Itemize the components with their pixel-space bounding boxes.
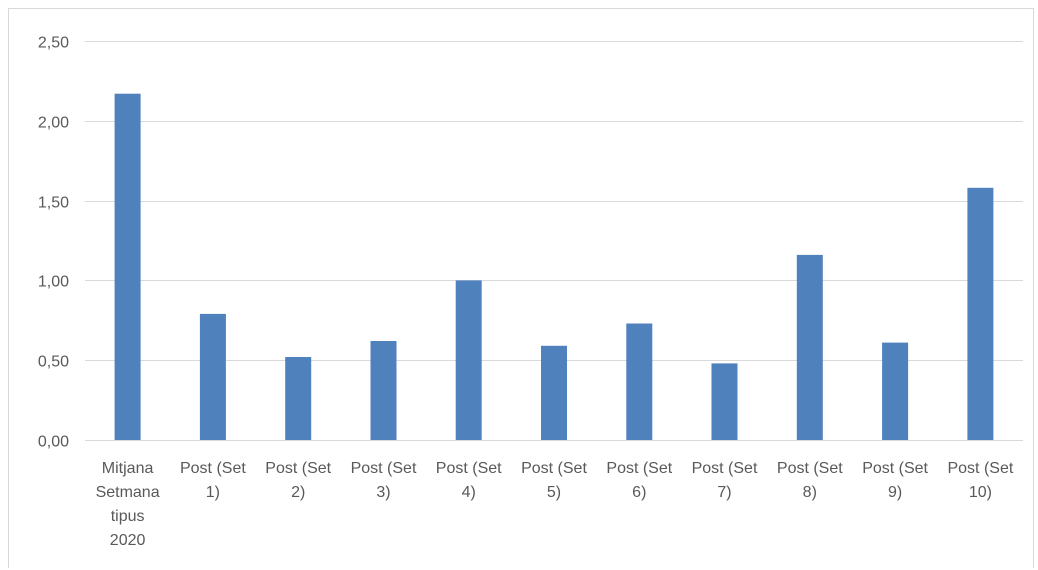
y-tick-label: 2,00 (38, 115, 69, 132)
x-tick-label: Post (Set 5) (521, 460, 587, 501)
bar-chart: 0,00 0,50 1,00 1,50 2,00 2,50 Mitjana Setmana t… (38, 35, 1023, 549)
bar (626, 323, 653, 440)
bar (711, 363, 738, 440)
x-tick-label: Post (Set 3) (351, 460, 417, 501)
bar (370, 341, 397, 440)
x-tick-label: Mitjana Setmana tipus 2020 (96, 460, 160, 549)
x-tick-label: Post (Set 2) (265, 460, 331, 501)
y-axis-tick-labels: 0,00 0,50 1,00 1,50 2,00 2,50 (38, 35, 69, 451)
bar (796, 254, 823, 440)
x-tick-label: Post (Set 8) (777, 460, 843, 501)
x-tick-label: Post (Set 6) (606, 460, 672, 501)
bar (455, 280, 482, 440)
bars (114, 93, 994, 440)
y-tick-label: 0,00 (38, 434, 69, 451)
bar (541, 345, 567, 440)
x-tick-label: Post (Set 10) (947, 460, 1013, 501)
bar (882, 342, 909, 440)
x-tick-label: Post (Set 9) (862, 460, 928, 501)
x-tick-label: Post (Set 4) (436, 460, 502, 501)
y-tick-label: 1,50 (38, 195, 69, 212)
bar (285, 357, 312, 440)
y-tick-label: 2,50 (38, 35, 69, 52)
bar (967, 187, 994, 440)
x-tick-label: Post (Set 1) (180, 460, 246, 501)
bar (114, 93, 141, 440)
y-tick-label: 0,50 (38, 354, 69, 371)
y-tick-label: 1,00 (38, 274, 69, 291)
gridlines (85, 41, 1023, 441)
bar (199, 313, 226, 440)
x-tick-label: Post (Set 7) (692, 460, 758, 501)
x-axis-tick-labels: Mitjana Setmana tipus 2020 Post (Set 1) Post (… (96, 460, 1014, 549)
chart-frame: 0,00 0,50 1,00 1,50 2,00 2,50 Mitjana Setmana t… (8, 8, 1034, 568)
